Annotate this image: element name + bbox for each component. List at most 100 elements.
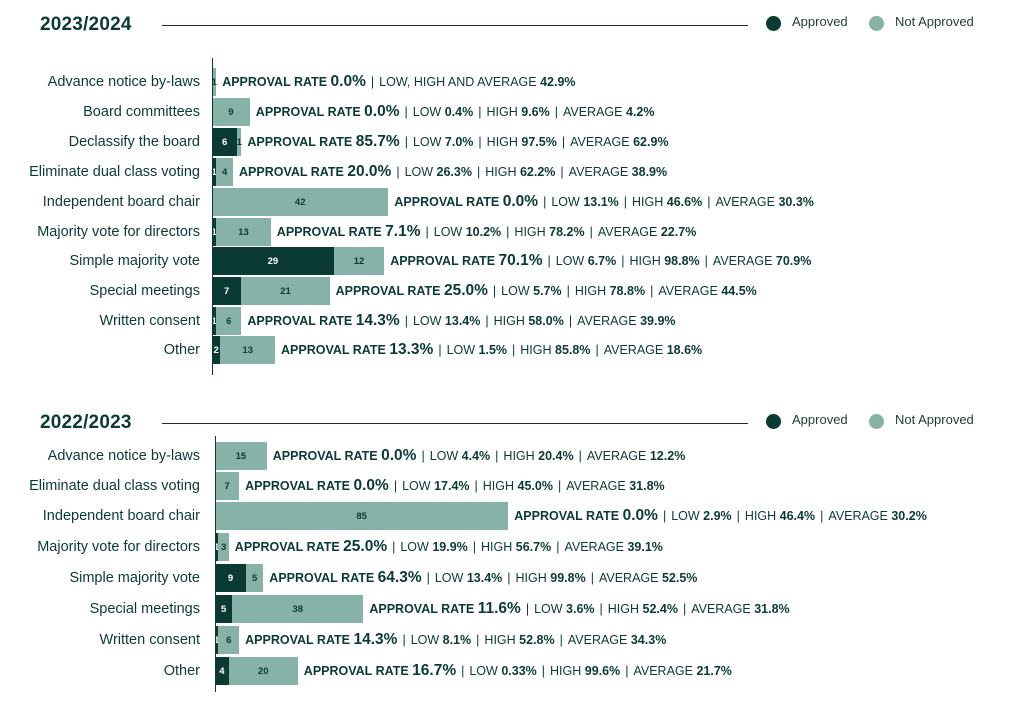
low-value: 26.3% [436, 165, 472, 179]
bar-row: Advance notice by-laws 15 APPROVAL RATE 0.… [0, 442, 1014, 470]
category-label: Independent board chair [42, 194, 200, 210]
approval-stats: APPROVAL RATE 70.1% | LOW 6.7% | HIGH 98.8% |… [390, 252, 811, 270]
bar-segment-approved: 1 [211, 158, 217, 186]
approval-rate-label: APPROVAL RATE [222, 75, 328, 89]
low-value: 13.4% [466, 571, 503, 585]
average-label: AVERAGE [566, 479, 626, 493]
average-value: 21.7% [696, 664, 732, 678]
bar-segment-not-approved: 5 [246, 564, 264, 592]
approval-rate-value: 14.3% [355, 312, 400, 329]
bar-row: Independent board chair 42 APPROVAL RATE 0… [0, 188, 1014, 216]
approval-rate-value: 85.7% [355, 133, 400, 150]
low-value: 8.1% [442, 633, 472, 647]
stat-separator: | [485, 314, 489, 328]
title-rule [162, 25, 748, 26]
low-label: LOW [410, 633, 440, 647]
low-value: 0.33% [501, 664, 537, 678]
bar-segment-approved: 1 [211, 218, 217, 246]
approval-rate-label: APPROVAL RATE [239, 165, 344, 179]
bar-row: Simple majority vote 29 12 APPROVAL RATE 70… [0, 247, 1014, 275]
legend-swatch-approved [766, 16, 781, 31]
approval-stats: APPROVAL RATE 7.1% | LOW 10.2% | HIGH 78.2% |… [277, 223, 697, 241]
bar-row: Eliminate dual class voting 7 APPROVAL RAT… [0, 472, 1014, 500]
stat-separator: | [474, 479, 478, 493]
high-label: HIGH [485, 165, 517, 179]
approval-rate-value: 16.7% [412, 662, 457, 679]
approval-rate-value: 0.0% [502, 193, 539, 210]
high-label: HIGH [629, 254, 661, 268]
stat-separator: | [506, 225, 510, 239]
stat-separator: | [625, 664, 629, 678]
stat-separator: | [402, 633, 406, 647]
high-value: 56.7% [515, 540, 552, 554]
approval-rate-label: APPROVAL RATE [245, 633, 351, 647]
average-label: AVERAGE [828, 509, 888, 523]
low-label: LOW [446, 343, 476, 357]
approval-stats: APPROVAL RATE 85.7% | LOW 7.0% | HIGH 97.5% |… [247, 133, 668, 151]
bar-segment-approved: 4 [215, 657, 229, 685]
category-label: Board committees [83, 104, 200, 120]
bar-row: Other 4 20 APPROVAL RATE 16.7% | LOW 0.33% | HI… [0, 657, 1014, 685]
panel-header: 2023/2024 Approved Not Approved [0, 12, 1014, 38]
high-label: HIGH [484, 633, 516, 647]
high-value: 98.8% [664, 254, 700, 268]
stat-separator: | [478, 135, 482, 149]
high-value: 99.6% [584, 664, 621, 678]
stat-separator: | [662, 509, 667, 523]
bar-segment-not-approved: 21 [241, 277, 330, 305]
bar-segment-approved: 6 [212, 128, 238, 156]
category-label: Written consent [99, 632, 200, 648]
stat-separator: | [560, 165, 564, 179]
stat-separator: | [554, 105, 558, 119]
approval-rate-label: APPROVAL RATE [335, 284, 441, 298]
low-value: 0.4% [444, 105, 474, 119]
stat-separator: | [507, 571, 511, 585]
average-value: 38.9% [631, 165, 668, 179]
panel-header: 2022/2023 Approved Not Approved [0, 410, 1014, 436]
high-value: 20.4% [538, 449, 574, 463]
high-label: HIGH [486, 105, 518, 119]
approval-rate-value: 7.1% [385, 223, 421, 240]
approval-stats: APPROVAL RATE 14.3% | LOW 13.4% | HIGH 58.0%… [247, 312, 675, 330]
low-value: 13.4% [444, 314, 481, 328]
category-label: Eliminate dual class voting [29, 478, 200, 494]
approval-rate-label: APPROVAL RATE [394, 195, 500, 209]
stat-separator: | [425, 225, 429, 239]
approval-rate-label: APPROVAL RATE [247, 135, 353, 149]
bar-segment-approved: 7 [212, 277, 242, 305]
bar-segment-not-approved: 9 [212, 98, 250, 126]
stat-separator: | [682, 602, 687, 616]
bar-row: Independent board chair 85 APPROVAL RATE 0… [0, 502, 1014, 530]
high-value: 46.6% [666, 195, 703, 209]
average-value: 39.9% [640, 314, 676, 328]
high-label: HIGH [744, 509, 777, 523]
high-label: HIGH [493, 314, 525, 328]
category-axis-line [215, 436, 216, 692]
average-label: AVERAGE [691, 602, 751, 616]
stat-separator: | [820, 509, 824, 523]
average-label: AVERAGE [597, 225, 658, 239]
bar-segment-not-approved: 3 [218, 533, 229, 561]
approval-rate-label: APPROVAL RATE [272, 449, 378, 463]
bar-segment-not-approved: 42 [212, 188, 389, 216]
stat-separator: | [404, 105, 408, 119]
stat-separator: | [621, 254, 625, 268]
low-label: LOW [402, 479, 431, 493]
stat-separator: | [476, 633, 480, 647]
bar-row: Written consent 1 6 APPROVAL RATE 14.3% | LOW… [0, 307, 1014, 335]
average-value: 31.8% [754, 602, 790, 616]
low-label: LOW [671, 509, 700, 523]
stat-separator: | [426, 571, 430, 585]
approval-rate-label: APPROVAL RATE [234, 540, 340, 554]
low-label: LOW [404, 165, 434, 179]
bar-segment-approved: 1 [211, 307, 217, 335]
legend-label-not-approved: Not Approved [895, 14, 974, 29]
low-value: 17.4% [434, 479, 470, 493]
high-value: 45.0% [517, 479, 553, 493]
low-value: 5.7% [533, 284, 562, 298]
high-label: HIGH [481, 540, 513, 554]
bar-segment-not-approved: 38 [232, 595, 364, 623]
average-value: 4.2% [625, 105, 655, 119]
bar-segment-not-approved: 12 [333, 247, 385, 275]
bar-row: Majority vote for directors 1 3 APPROVAL RA… [0, 533, 1014, 561]
